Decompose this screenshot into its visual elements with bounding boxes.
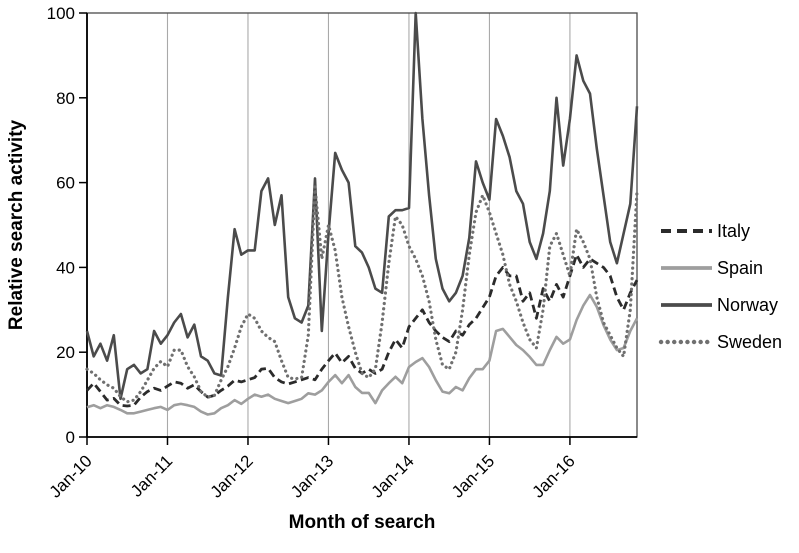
x-tick-label-Jan-16: Jan-16 [529, 451, 579, 501]
x-tick-label-Jan-13: Jan-13 [287, 451, 337, 501]
x-tick-label-Jan-15: Jan-15 [448, 451, 498, 501]
series-line-spain [86, 293, 639, 416]
y-axis-title: Relative search activity [6, 119, 27, 330]
y-tick-label-40: 40 [56, 258, 75, 277]
legend-label-spain: Spain [717, 258, 763, 278]
x-axis-ticks: Jan-10 Jan-11 Jan-12 Jan-13 Jan-14 Jan-15 Jan-… [46, 437, 579, 502]
x-tick-label-Jan-12: Jan-12 [207, 451, 257, 501]
legend: Italy Spain Norway Sweden [658, 221, 782, 352]
x-axis-title: Month of search [289, 512, 436, 533]
legend-item-spain: Spain [661, 258, 763, 278]
series-lines [85, 11, 639, 416]
plot-border [86, 12, 638, 438]
x-tick-label-Jan-10: Jan-10 [46, 451, 96, 501]
x-tick-label-Jan-14: Jan-14 [368, 451, 418, 501]
legend-item-norway: Norway [661, 295, 778, 315]
year-gridlines [166, 13, 571, 437]
x-tick-label-Jan-11: Jan-11 [127, 451, 176, 500]
legend-label-italy: Italy [717, 221, 750, 241]
y-tick-label-0: 0 [66, 428, 75, 447]
series-line-sweden [85, 185, 639, 404]
y-tick-label-60: 60 [56, 174, 75, 193]
legend-item-italy: Italy [661, 221, 750, 241]
legend-label-norway: Norway [717, 295, 778, 315]
series-line-norway [85, 11, 639, 401]
y-tick-label-80: 80 [56, 89, 75, 108]
y-axis-ticks: 0 20 40 60 80 100 [47, 4, 87, 447]
legend-item-sweden: Sweden [658, 332, 782, 352]
y-tick-label-100: 100 [47, 4, 75, 23]
legend-label-sweden: Sweden [717, 332, 782, 352]
y-tick-label-20: 20 [56, 343, 75, 362]
